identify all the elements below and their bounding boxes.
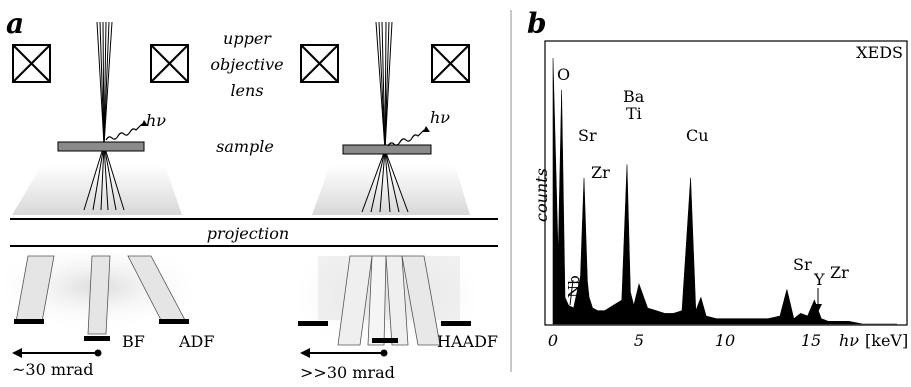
peak-label-ti: Ti [626,104,642,123]
x-tick-label: 15 [801,331,821,350]
photon-arrow-right [423,126,430,132]
detector-adf-left-a [14,319,44,324]
electron-beam-left [83,21,125,211]
detector-bf-label: BF [122,332,145,351]
lens-box-left-2 [150,44,189,83]
x-tick-label: 0 [548,331,558,350]
photon-label-right: hν [430,108,450,127]
panel-b-label: b [527,7,547,40]
x-tick-label: 5 [634,331,644,350]
angle-arrowhead-right [300,348,310,358]
lens-label-line2: objective [210,55,283,74]
panel-a: a upper objective lens sample [5,7,498,382]
angle-label-left: ~30 mrad [12,360,93,379]
panel-b: b XEDS counts 0 5 10 15 hν [keV] O Nb Sr Zr… [527,7,908,350]
photon-wave-left [105,123,143,141]
detector-haadf-label: HAADF [437,332,498,351]
projection-label: projection [207,224,289,243]
detector-haadf-left [298,321,328,326]
peak-label-nb: Nb [565,275,583,298]
detector-adf-label: ADF [178,332,214,351]
peak-label-ba: Ba [623,87,645,106]
electron-beam-right [361,21,409,213]
y-pointer-head [814,304,822,312]
peak-label-zr: Zr [591,163,610,182]
photon-arrow-left [141,120,148,126]
scatter-fan-left [12,165,182,215]
angle-dot-left [94,349,102,357]
ray-bundles-right [300,253,475,348]
detector-haadf-right [441,321,471,326]
lens-box-left-1 [12,44,51,83]
lens-box-right-1 [300,44,339,83]
nb-pointer [569,279,574,306]
photon-wave-right [387,129,425,147]
peak-label-zr2: Zr [830,263,849,282]
spectrum-frame [544,40,908,326]
x-axis-label-unit: [keV] [865,331,908,350]
panel-a-label: a [6,7,24,40]
x-tick-labels: 0 5 10 15 [548,331,821,350]
peak-label-sr2: Sr [793,255,812,274]
sample-label: sample [216,137,274,156]
lens-label-line1: upper [223,29,272,48]
sample-slab-left [57,141,145,152]
detector-bf [84,336,110,341]
lens-box-right-2 [431,44,470,83]
sample-slab-right [342,144,432,155]
spectrum-curve [552,57,897,325]
angle-label-right: >>30 mrad [300,363,395,382]
y-axis-label: counts [532,168,551,222]
angle-dot-right [380,349,388,357]
detector-adf-right [159,319,189,324]
peak-label-sr: Sr [578,126,597,145]
spectrum-title: XEDS [856,43,903,62]
angle-arrowhead-left [12,348,22,358]
x-axis-label-symbol: hν [839,331,859,350]
photon-label-left: hν [146,111,166,130]
peak-label-o: O [557,65,570,84]
scatter-fan-right [312,165,470,215]
peak-label-cu: Cu [686,126,709,145]
lens-label-line3: lens [230,81,263,100]
x-tick-label: 10 [715,331,735,350]
ray-bundles-left [5,253,190,335]
detector-center-right [372,338,398,343]
peak-label-y: Y [813,270,825,289]
